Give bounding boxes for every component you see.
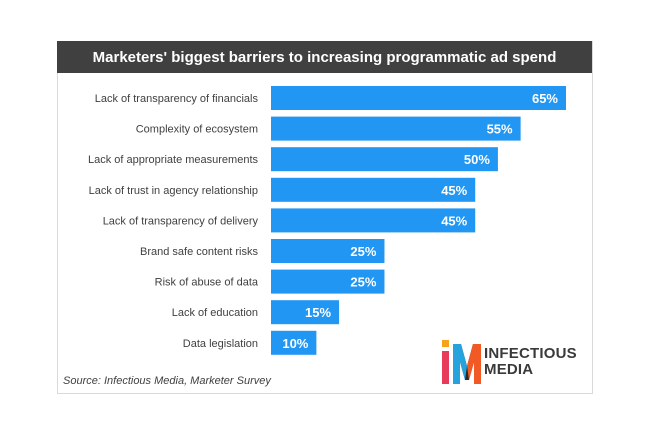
- brand-name: INFECTIOUS MEDIA: [484, 346, 577, 378]
- category-label: Data legislation: [183, 338, 258, 350]
- category-label: Brand safe content risks: [140, 246, 259, 258]
- category-label: Lack of transparency of delivery: [103, 215, 259, 227]
- bar: [271, 208, 476, 233]
- data-label: 50%: [464, 152, 490, 167]
- data-label: 55%: [487, 122, 513, 137]
- category-label: Lack of transparency of financials: [95, 93, 259, 105]
- data-label: 25%: [350, 244, 376, 259]
- brand-logo: INFECTIOUS MEDIA: [442, 340, 592, 384]
- bar: [271, 269, 385, 294]
- data-label: 45%: [441, 213, 467, 228]
- bar: [271, 330, 317, 355]
- data-label: 65%: [532, 91, 558, 106]
- chart-title: Marketers' biggest barriers to increasin…: [57, 41, 592, 73]
- category-label: Risk of abuse of data: [155, 277, 259, 289]
- brand-line-1: INFECTIOUS: [484, 345, 577, 362]
- source-note: Source: Infectious Media, Marketer Surve…: [63, 375, 271, 387]
- data-label: 10%: [282, 336, 308, 351]
- category-label: Lack of trust in agency relationship: [89, 185, 258, 197]
- bar: [271, 177, 476, 202]
- category-label: Lack of education: [172, 307, 258, 319]
- bar: [271, 147, 498, 172]
- category-label: Complexity of ecosystem: [136, 124, 258, 136]
- bar: [271, 300, 340, 325]
- brand-line-2: MEDIA: [484, 361, 534, 378]
- infectious-media-logo-icon: [442, 340, 481, 384]
- data-label: 25%: [350, 275, 376, 290]
- data-label: 45%: [441, 183, 467, 198]
- bar: [271, 239, 385, 263]
- bar: [271, 86, 566, 110]
- category-label: Lack of appropriate measurements: [88, 154, 258, 166]
- bar: [271, 116, 521, 141]
- data-label: 15%: [305, 305, 331, 320]
